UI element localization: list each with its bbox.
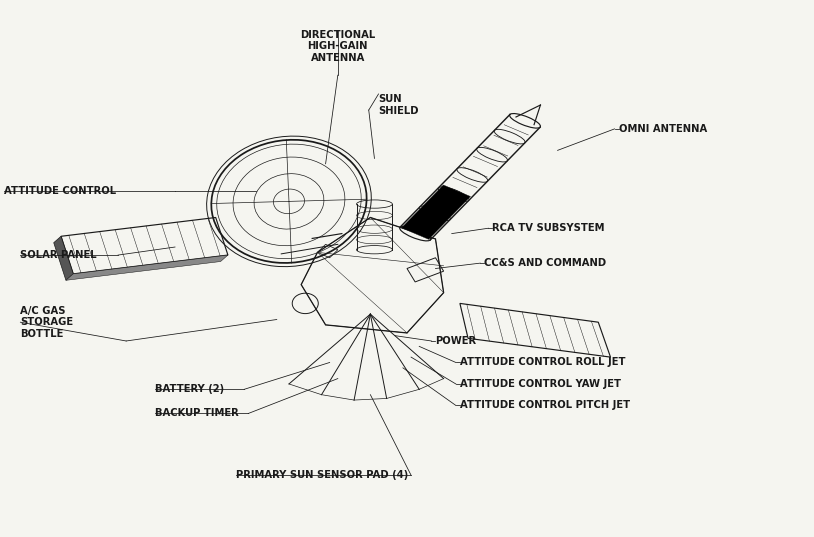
Text: BACKUP TIMER: BACKUP TIMER [155,409,239,418]
Text: A/C GAS
STORAGE
BOTTLE: A/C GAS STORAGE BOTTLE [20,306,73,339]
Text: ATTITUDE CONTROL PITCH JET: ATTITUDE CONTROL PITCH JET [460,401,630,410]
Polygon shape [401,185,470,240]
Text: SOLAR PANEL: SOLAR PANEL [20,250,97,260]
Text: RCA TV SUBSYSTEM: RCA TV SUBSYSTEM [492,223,605,233]
Text: PRIMARY SUN SENSOR PAD (4): PRIMARY SUN SENSOR PAD (4) [236,470,409,480]
Text: BATTERY (2): BATTERY (2) [155,384,224,394]
Text: ATTITUDE CONTROL ROLL JET: ATTITUDE CONTROL ROLL JET [460,358,625,367]
Text: POWER: POWER [435,336,477,346]
Text: SUN
SHIELD: SUN SHIELD [379,94,419,115]
Text: DIRECTIONAL
HIGH-GAIN
ANTENNA: DIRECTIONAL HIGH-GAIN ANTENNA [300,30,375,63]
Text: OMNI ANTENNA: OMNI ANTENNA [619,124,707,134]
Polygon shape [66,255,228,280]
Text: CC&S AND COMMAND: CC&S AND COMMAND [484,258,606,268]
Text: ATTITUDE CONTROL: ATTITUDE CONTROL [4,186,116,195]
Polygon shape [54,236,73,280]
Text: ATTITUDE CONTROL YAW JET: ATTITUDE CONTROL YAW JET [460,379,621,389]
